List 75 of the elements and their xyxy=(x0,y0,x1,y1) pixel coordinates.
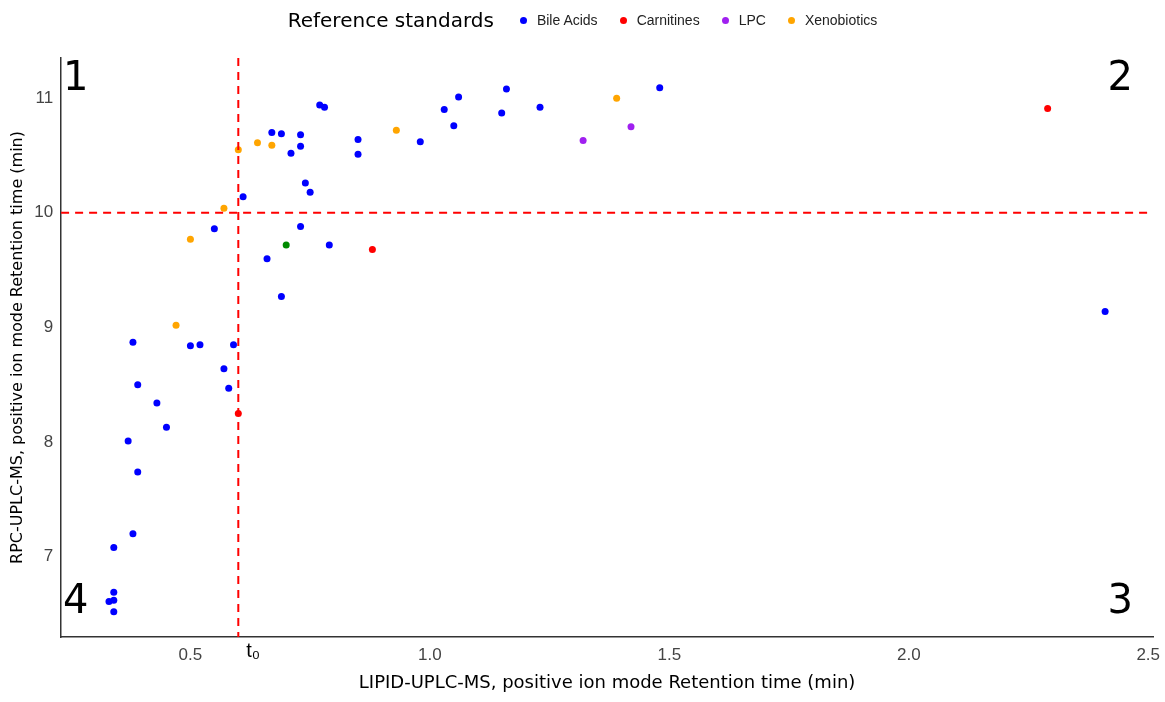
point xyxy=(220,365,228,373)
point xyxy=(416,138,424,146)
point xyxy=(210,225,218,233)
x-tick-label: 1.0 xyxy=(418,644,442,664)
x-axis-title: LIPID-UPLC-MS, positive ion mode Retention time (min) xyxy=(358,670,856,692)
point xyxy=(134,468,142,476)
x-tick-label: 2.0 xyxy=(896,644,921,664)
annotation: 1 xyxy=(63,53,89,100)
point xyxy=(1101,307,1109,315)
point xyxy=(239,193,247,201)
legend-label: Carnitines xyxy=(636,12,700,28)
point xyxy=(186,235,194,243)
point xyxy=(268,141,276,149)
point xyxy=(306,188,314,196)
point xyxy=(287,149,295,157)
point xyxy=(253,139,261,147)
point xyxy=(455,93,463,101)
annotation: 4 xyxy=(63,576,89,623)
point xyxy=(368,245,376,253)
point xyxy=(162,423,170,431)
point xyxy=(110,608,118,616)
point xyxy=(129,530,137,538)
point xyxy=(297,223,305,231)
x-tick-label: 1.5 xyxy=(657,644,682,664)
x-tick-label: 0.5 xyxy=(178,644,203,664)
point xyxy=(440,106,448,114)
point xyxy=(656,84,664,92)
point xyxy=(613,94,621,102)
legend-label: LPC xyxy=(738,12,766,28)
point xyxy=(153,399,161,407)
point xyxy=(297,131,305,139)
point xyxy=(186,342,194,350)
point xyxy=(277,292,285,300)
point xyxy=(354,135,362,143)
annotation: 2 xyxy=(1107,53,1133,100)
y-tick-label: 8 xyxy=(43,431,54,451)
point xyxy=(502,85,510,93)
annotation: 3 xyxy=(1107,576,1133,623)
point xyxy=(225,384,233,392)
y-tick-label: 9 xyxy=(43,317,54,337)
point xyxy=(579,137,587,145)
point xyxy=(282,241,290,249)
y-tick-label: 7 xyxy=(43,546,54,566)
point xyxy=(325,241,333,249)
point xyxy=(110,596,118,604)
point xyxy=(110,588,118,596)
point xyxy=(110,544,118,552)
point xyxy=(268,129,276,137)
x-tick-label: 2.5 xyxy=(1136,644,1161,664)
point xyxy=(124,437,132,445)
ref-line-label: t₀ xyxy=(246,638,261,661)
point xyxy=(263,255,271,263)
point xyxy=(134,381,142,389)
y-tick-label: 10 xyxy=(34,202,54,222)
point xyxy=(392,126,400,134)
point xyxy=(220,204,228,212)
legend-title: Reference standards xyxy=(287,8,494,32)
point xyxy=(172,321,180,329)
legend-label: Bile Acids xyxy=(536,12,598,28)
point xyxy=(498,109,506,117)
point xyxy=(627,123,635,131)
point xyxy=(297,142,305,150)
point xyxy=(196,341,204,349)
point xyxy=(301,179,309,187)
point xyxy=(277,130,285,138)
point xyxy=(450,122,458,130)
point xyxy=(230,341,238,349)
point xyxy=(129,338,137,346)
point xyxy=(536,103,544,111)
legend-label: Xenobiotics xyxy=(804,12,878,28)
y-axis-title: RPC-UPLC-MS, positive ion mode Retention time (min) xyxy=(6,131,26,564)
point xyxy=(354,150,362,158)
point xyxy=(1044,104,1052,112)
y-tick-label: 11 xyxy=(35,87,54,107)
point xyxy=(321,103,328,111)
